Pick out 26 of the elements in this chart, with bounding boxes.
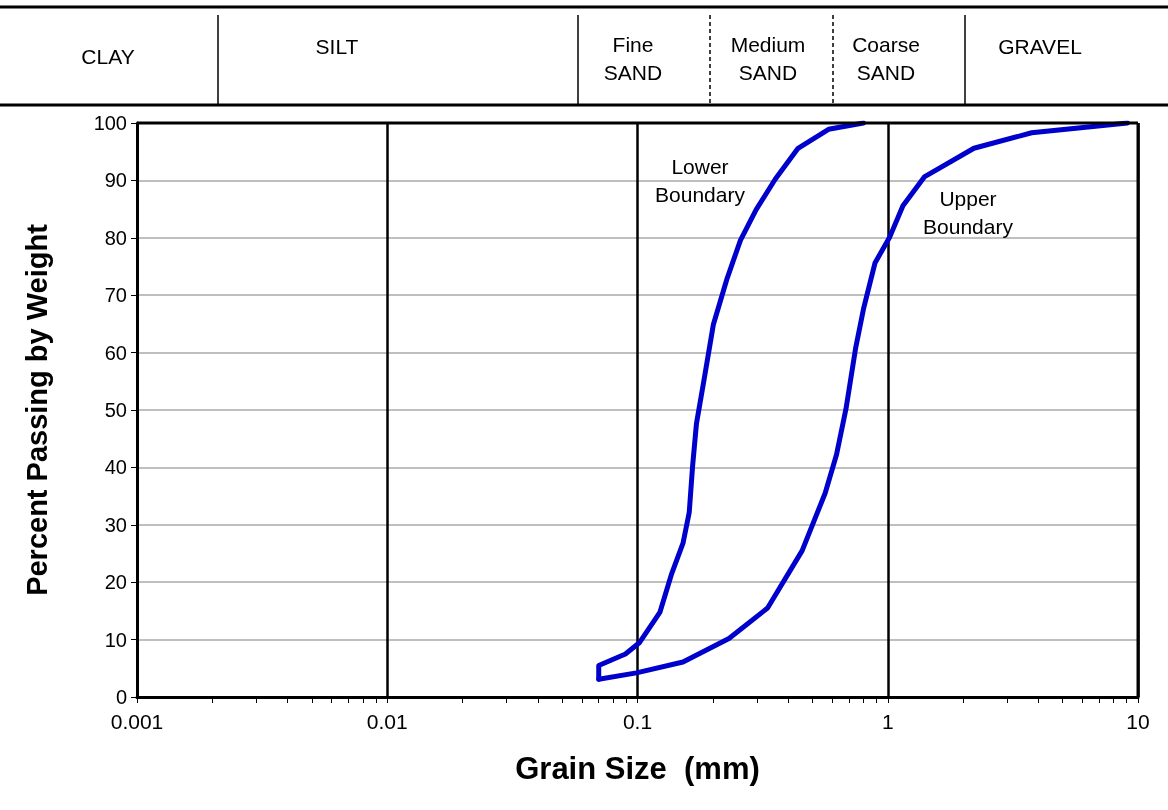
y-tick-label: 90 <box>104 169 127 192</box>
annotation: Upper Boundary <box>923 186 1014 238</box>
x-tick-label: 10 <box>1126 710 1150 733</box>
y-tick-label: 20 <box>104 571 127 594</box>
y-tick-label: 80 <box>104 226 127 249</box>
text: GRAVEL <box>998 34 1082 58</box>
y-tick-label: 10 <box>104 628 127 651</box>
y-tick-label: 0 <box>115 686 127 708</box>
text: Fine SAND <box>603 32 663 84</box>
y-tick-label: 60 <box>104 341 127 364</box>
x-tick-label: 0.1 <box>622 710 653 733</box>
text: SILT <box>315 34 359 58</box>
text: CLAY <box>81 44 135 68</box>
annotation: Lower Boundary <box>655 154 746 206</box>
text: Coarse SAND <box>852 32 920 84</box>
y-tick-label: 70 <box>104 284 127 307</box>
y-tick-label: 50 <box>104 399 127 421</box>
y-tick-label: 30 <box>104 513 127 536</box>
x-tick-label: 0.01 <box>366 710 408 733</box>
x-tick-label: 1 <box>881 710 894 733</box>
text: Medium SAND <box>730 32 806 84</box>
y-tick-label: 40 <box>104 456 127 479</box>
x-tick-label: 0.001 <box>110 710 164 733</box>
y-axis-title: Percent Passing by Weight <box>20 223 53 596</box>
y-tick-label: 100 <box>93 112 127 134</box>
x-axis-title: Grain Size (mm) <box>515 751 760 786</box>
